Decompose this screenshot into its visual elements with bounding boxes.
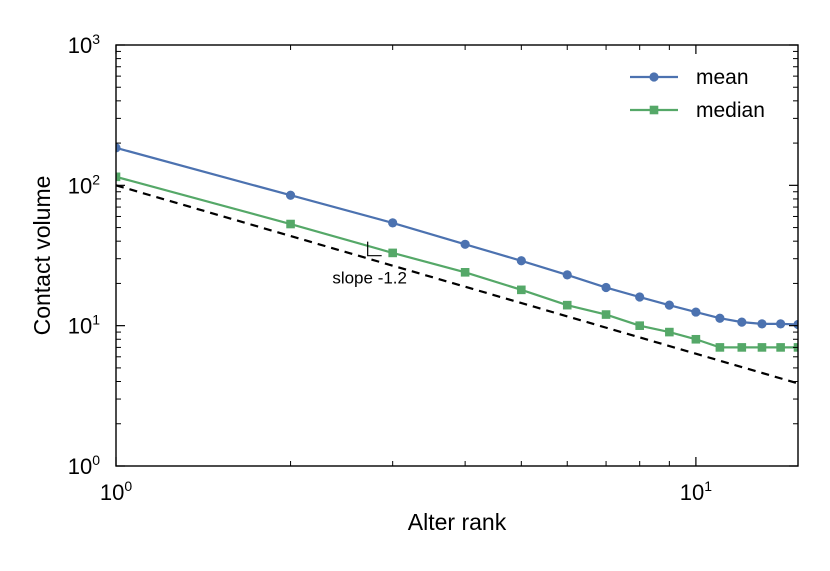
plot-frame [115,44,799,467]
point-median-8 [635,321,644,330]
point-mean-13 [757,319,767,329]
legend-label-median: median [696,99,765,122]
point-median-11 [715,343,725,352]
point-mean-3 [388,218,398,228]
point-mean-4 [460,239,470,249]
point-median-12 [737,343,747,352]
point-mean-10 [691,307,701,317]
series-line-mean [116,146,798,326]
point-median-4 [460,268,470,277]
legend-marker-mean [649,72,659,82]
series-layer [116,143,798,352]
y-tick-label-100: 102 [68,171,100,198]
annotation-layer: slope -1.2 [332,241,407,288]
point-mean-1 [116,143,121,153]
y-axis-title: Contact volume [29,176,55,336]
point-mean-2 [285,190,296,200]
point-mean-8 [635,292,645,302]
point-median-5 [517,285,526,295]
point-median-3 [388,248,397,258]
point-median-14 [776,343,785,352]
point-mean-7 [601,282,611,293]
y-tick-label-10: 101 [68,312,100,339]
point-median-6 [562,300,572,310]
legend: mean median [630,66,765,122]
point-median-1 [116,172,121,182]
legend-item-median: median [630,99,765,122]
series-line-median [116,175,798,349]
slope-annotation: slope -1.2 [332,269,407,288]
point-median-13 [757,343,767,352]
point-median-7 [601,310,611,319]
slope-bracket [367,241,382,257]
reference-line-layer [116,184,798,385]
point-mean-15 [793,319,798,330]
point-mean-11 [715,313,725,323]
point-mean-6 [562,270,572,280]
x-tick-label-1: 100 [100,478,132,505]
point-median-10 [691,334,701,344]
x-axis-title: Alter rank [408,509,507,535]
point-mean-5 [516,256,526,266]
legend-label-mean: mean [696,66,749,89]
reference-line-slope [116,184,798,385]
point-median-9 [665,327,674,337]
y-tick-label-1: 100 [68,452,100,479]
point-mean-9 [664,300,674,310]
x-tick-label-10: 101 [680,478,712,505]
point-mean-14 [776,319,786,329]
tick-layer: 100 101 102 103 100 101 [68,31,798,505]
point-median-2 [286,219,295,229]
y-tick-label-1000: 103 [68,31,100,58]
series-mean [116,143,798,330]
legend-item-mean: mean [630,66,749,89]
series-median [116,172,798,352]
point-mean-12 [737,317,747,327]
legend-marker-median [649,105,659,115]
